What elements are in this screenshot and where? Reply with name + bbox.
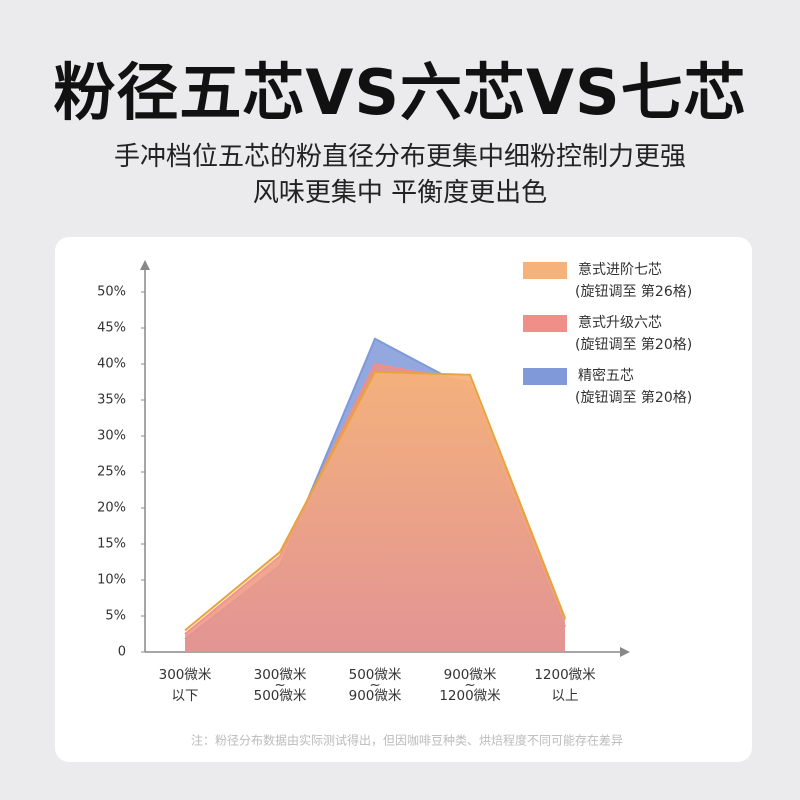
x-tick-label: ~ — [274, 677, 285, 693]
y-tick-label: 15% — [97, 537, 126, 552]
y-tick-label: 10% — [97, 573, 126, 588]
y-tick-label: 20% — [97, 501, 126, 516]
y-tick-label: 40% — [97, 357, 126, 372]
y-tick-label: 0 — [118, 645, 126, 660]
x-tick-label: 以上 — [552, 688, 579, 704]
legend-swatch — [523, 262, 567, 279]
legend-note: (旋钮调至 第26格) — [575, 283, 692, 300]
x-tick-label: ~ — [464, 677, 475, 693]
y-tick-label: 5% — [105, 609, 126, 624]
x-tick-label: 500微米 — [254, 688, 307, 704]
legend-swatch — [523, 368, 567, 385]
y-tick-label: 25% — [97, 465, 126, 480]
legend-note: (旋钮调至 第20格) — [575, 336, 692, 353]
y-tick-label: 45% — [97, 321, 126, 336]
x-tick-label: 1200微米 — [534, 667, 596, 683]
x-tick-label: 1200微米 — [439, 688, 501, 704]
x-tick-label: 以下 — [172, 688, 199, 704]
legend-label: 意式进阶七芯 — [578, 261, 662, 278]
title: 粉径五芯VS六芯VS七芯 — [53, 56, 747, 129]
subtitle: 风味更集中 平衡度更出色 — [252, 178, 548, 208]
x-tick-label: 900微米 — [349, 688, 402, 704]
x-tick-label: 300微米 — [159, 667, 212, 683]
line — [184, 370, 566, 632]
y-axis-arrow — [140, 260, 150, 270]
legend-note: (旋钮调至 第20格) — [575, 389, 692, 406]
x-tick-label: 300微米 — [254, 667, 307, 683]
x-tick-label: 900微米 — [444, 667, 497, 683]
y-tick-label: 50% — [97, 285, 126, 300]
y-tick-label: 35% — [97, 393, 126, 408]
x-tick-label: ~ — [369, 677, 380, 693]
area — [185, 371, 565, 652]
x-axis-arrow — [620, 647, 630, 657]
footnote: 注：粉径分布数据由实际测试得出，但因咖啡豆种类、烘焙程度不同可能存在差异 — [191, 733, 623, 748]
legend-label: 意式升级六芯 — [578, 314, 662, 331]
legend-label: 精密五芯 — [578, 367, 634, 384]
y-tick-label: 30% — [97, 429, 126, 444]
x-tick-label: 500微米 — [349, 667, 402, 683]
legend-swatch — [523, 315, 567, 332]
subtitle: 手冲档位五芯的粉直径分布更集中细粉控制力更强 — [113, 142, 686, 172]
